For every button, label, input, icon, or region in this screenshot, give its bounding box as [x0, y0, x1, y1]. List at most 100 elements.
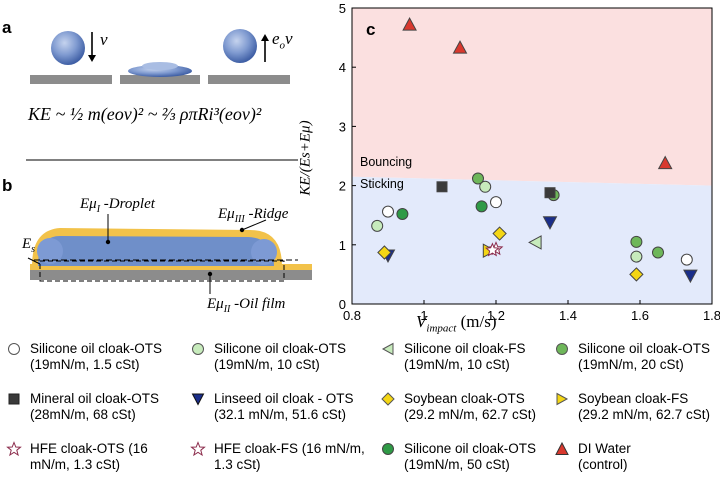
bouncing-region — [352, 8, 712, 186]
droplet-falling — [51, 31, 85, 65]
legend-line1: HFE cloak-OTS (16 — [30, 441, 148, 456]
legend-line2: (28mN/m, 68 cSt) — [30, 407, 136, 422]
y-tick-label: 3 — [339, 119, 346, 134]
star-outline-icon — [6, 441, 22, 457]
star-outline-icon — [190, 441, 206, 457]
data-point — [484, 242, 500, 257]
legend-line1: Linseed oil cloak - OTS — [214, 391, 354, 406]
region-label-sticking: Sticking — [360, 177, 404, 191]
label-oil-film: EμII -Oil film — [207, 296, 286, 315]
arrowhead-up-icon — [261, 34, 269, 41]
panel-label-a: a — [2, 18, 12, 37]
label-ridge: EμIII -Ridge — [218, 206, 289, 225]
droplet-rebound — [223, 29, 257, 63]
x-tick-label: 1.6 — [631, 308, 649, 323]
x-tick-label: 1 — [420, 308, 427, 323]
legend-line2: mN/m, 1.3 cSt) — [30, 457, 121, 472]
arrowhead-down-icon — [88, 55, 96, 62]
ridge-left — [37, 238, 63, 264]
legend-item: DI Water (control) — [554, 441, 631, 473]
panel-label-c: c — [366, 20, 376, 39]
triangle-down-navy-icon — [191, 393, 205, 406]
data-point — [452, 40, 468, 54]
data-point — [683, 269, 698, 284]
legend-line1: Silicone oil cloak-FS — [404, 341, 526, 356]
droplet-spread-top — [142, 62, 178, 70]
data-point — [629, 267, 644, 282]
data-point — [490, 196, 502, 209]
data-point — [652, 246, 664, 259]
triangle-left-lightgreen-icon — [381, 342, 394, 356]
legend-item: Silicone oil cloak-OTS (19mN/m, 50 cSt) — [380, 441, 536, 473]
kinetic-energy-equation: KE ~ ½ m(eov)² ~ ⅔ ρπRi³(eov)² — [28, 104, 308, 125]
data-point — [544, 187, 556, 199]
data-point — [680, 253, 693, 266]
data-point — [402, 17, 417, 31]
legend-line2: (29.2 mN/m, 62.7 cSt) — [404, 407, 537, 422]
data-point — [542, 216, 558, 230]
legend-line2: (19mN/m, 1.5 cSt) — [30, 357, 140, 372]
legend-line1: Soybean cloak-FS — [578, 391, 689, 406]
circle-white-icon — [8, 343, 20, 355]
y-tick-label: 0 — [339, 297, 346, 312]
ridge-right — [251, 239, 277, 265]
x-tick-label: 1.4 — [559, 308, 577, 323]
equation-text: KE ~ ½ m(eov)² ~ ⅔ ρπRi³(eov)² — [28, 104, 262, 124]
legend-line1: DI Water — [578, 441, 631, 456]
data-point — [657, 155, 673, 170]
legend-item: Soybean cloak-OTS (29.2 mN/m, 62.7 cSt) — [380, 391, 536, 423]
legend-item: Silicone oil cloak-OTS (19mN/m, 1.5 cSt) — [6, 341, 162, 373]
x-tick-label: 0.8 — [343, 308, 361, 323]
triangle-up-red-icon — [555, 441, 569, 455]
velocity-label-up: eov — [272, 29, 293, 52]
data-point — [472, 172, 484, 185]
legend-line1: Silicone oil cloak-OTS — [578, 341, 711, 356]
data-point — [492, 226, 507, 241]
region-label-bouncing: Bouncing — [360, 155, 413, 169]
legend-line2: (19mN/m, 20 cSt) — [578, 357, 684, 372]
pointer-film-dot — [207, 271, 213, 277]
legend-line2: (19mN/m, 50 cSt) — [404, 457, 510, 472]
x-tick-label: 1.2 — [487, 308, 505, 323]
data-point — [377, 245, 392, 260]
droplet-pancake — [38, 236, 274, 266]
data-point — [396, 208, 409, 221]
panel-label-b: b — [2, 176, 13, 195]
legend-line1: Silicone oil cloak-OTS — [214, 341, 347, 356]
legend-item: Silicone oil cloak-OTS (19mN/m, 10 cSt) — [190, 341, 346, 373]
y-tick-label: 5 — [339, 1, 346, 16]
pointer-ridge-dot — [239, 227, 245, 233]
data-point — [630, 250, 643, 263]
legend-item: Mineral oil cloak-OTS (28mN/m, 68 cSt) — [6, 391, 159, 423]
legend-line1: Silicone oil cloak-OTS — [30, 341, 163, 356]
pointer-droplet-dot — [105, 239, 111, 245]
scatter-chart: 0.8 1 1.2 1.4 1.6 1.8 0 1 2 3 4 5 — [339, 1, 720, 323]
triangle-right-yellow-icon — [556, 392, 569, 406]
pointer-es — [27, 257, 41, 265]
data-point — [630, 235, 643, 248]
panel-a-illustration — [26, 29, 298, 161]
velocity-label-down: v — [100, 30, 108, 49]
y-tick-label: 1 — [339, 238, 346, 253]
data-point — [528, 235, 542, 250]
circle-lightgreen-icon — [192, 343, 204, 355]
data-point — [479, 180, 492, 193]
substrate-2 — [120, 75, 200, 84]
substrate-b — [30, 270, 312, 280]
plot-frame — [351, 7, 713, 305]
oil-film — [30, 264, 312, 270]
legend-line2: (29.2 mN/m, 62.7 cSt) — [578, 407, 711, 422]
legend-item: HFE cloak-FS (16 mN/m, 1.3 cSt) — [190, 441, 365, 473]
legend-item: HFE cloak-OTS (16 mN/m, 1.3 cSt) — [6, 441, 148, 473]
label-droplet: EμI -Droplet — [80, 196, 155, 215]
circle-green-icon — [556, 343, 568, 355]
y-axis-label: KE/(Es+Eμ) — [297, 120, 314, 196]
legend-line2: (19mN/m, 10 cSt) — [404, 357, 510, 372]
legend-line1: Mineral oil cloak-OTS — [30, 391, 160, 406]
circle-darkgreen-icon — [382, 443, 394, 455]
data-point — [475, 200, 488, 213]
x-tick-label: 1.8 — [703, 308, 720, 323]
square-darkgray-icon — [8, 393, 20, 405]
legend-item: Silicone oil cloak-OTS (19mN/m, 20 cSt) — [554, 341, 710, 373]
data-point — [436, 181, 448, 193]
